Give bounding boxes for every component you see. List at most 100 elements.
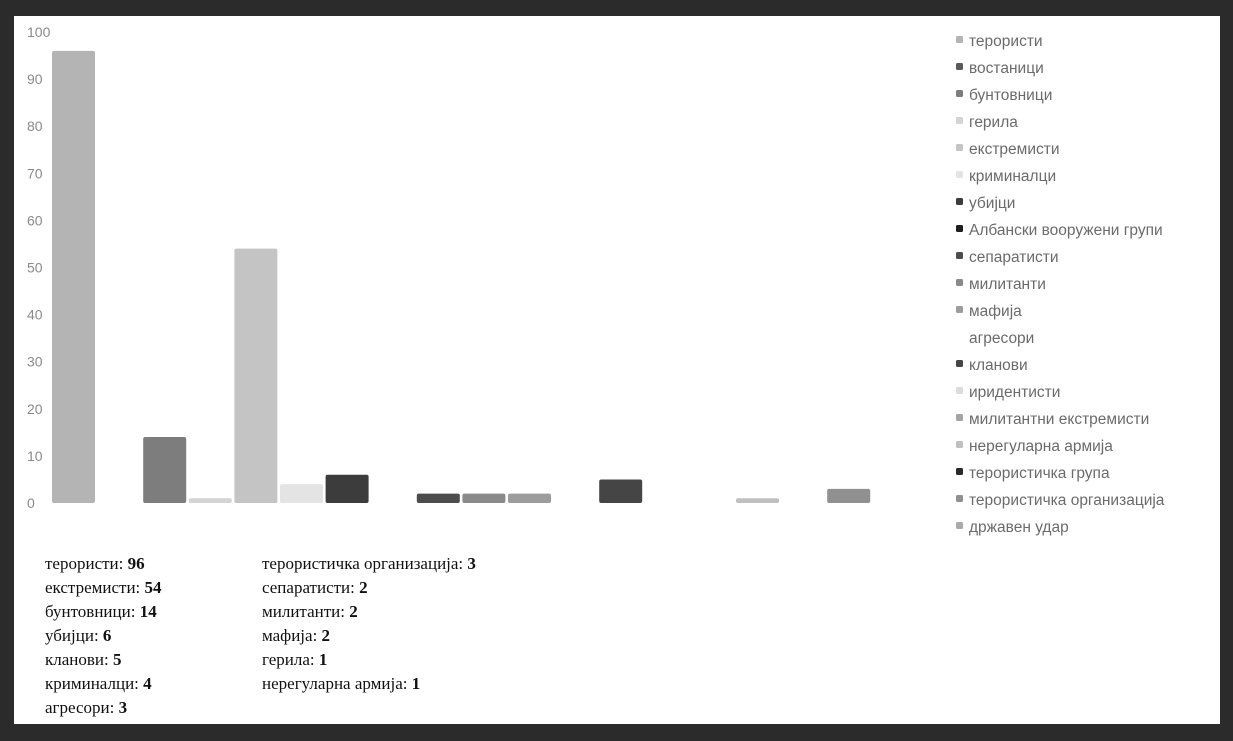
- summary-item: терористичка организација: 3: [262, 552, 476, 576]
- bar-13[interactable]: [599, 479, 643, 503]
- legend-item[interactable]: бунтовници: [956, 82, 1164, 109]
- summary-item: терористи: 96: [45, 552, 162, 576]
- legend-item[interactable]: востаници: [956, 55, 1164, 82]
- summary-value: 2: [359, 578, 368, 597]
- summary-value: 5: [112, 650, 122, 669]
- legend-label: сепаратисти: [969, 249, 1059, 266]
- legend-label: милитанти: [969, 276, 1046, 293]
- summary-value: 1: [411, 674, 421, 693]
- legend-swatch: [956, 90, 963, 98]
- summary-value: 3: [118, 698, 128, 717]
- y-tick-label: 40: [27, 307, 43, 323]
- legend-item[interactable]: сепаратисти: [956, 244, 1164, 271]
- y-tick-label: 60: [27, 212, 43, 228]
- legend-swatch: [956, 198, 963, 206]
- summary-value: 1: [318, 650, 328, 669]
- bar-6[interactable]: [280, 484, 323, 503]
- summary-label: мафија:: [262, 626, 318, 645]
- summary-label: сепаратисти:: [262, 578, 355, 597]
- summary-label: екстремисти:: [45, 578, 141, 597]
- legend-item[interactable]: екстремисти: [956, 136, 1164, 163]
- legend-label: востаници: [969, 60, 1044, 77]
- y-tick-label: 70: [27, 165, 43, 181]
- legend-swatch: [956, 225, 963, 233]
- legend-swatch: [956, 306, 963, 314]
- legend-swatch: [956, 117, 963, 125]
- legend-swatch: [956, 387, 963, 395]
- legend-item[interactable]: терористи: [956, 28, 1164, 55]
- summary-label: криминалци:: [45, 674, 139, 693]
- summary-value: 3: [467, 554, 476, 573]
- summary-label: кланови:: [45, 650, 109, 669]
- legend-item[interactable]: државен удар: [956, 514, 1164, 541]
- summary-right: терористичка организација: 3 сепаратисти:…: [262, 552, 476, 696]
- legend-item[interactable]: нерегуларна армија: [956, 433, 1164, 460]
- summary-label: герила:: [262, 650, 315, 669]
- summary-item: сепаратисти: 2: [262, 576, 476, 600]
- legend-item[interactable]: мафија: [956, 298, 1164, 325]
- y-tick-label: 10: [27, 448, 43, 464]
- legend-label: иридентисти: [969, 384, 1061, 401]
- bar-16[interactable]: [736, 498, 779, 503]
- legend-item[interactable]: милитантни екстремисти: [956, 406, 1164, 433]
- legend-label: криминалци: [969, 168, 1057, 185]
- bar-4[interactable]: [188, 498, 232, 503]
- bar-1[interactable]: [52, 50, 95, 504]
- legend-label: бунтовници: [969, 87, 1053, 104]
- summary-item: бунтовници: 14: [45, 600, 162, 624]
- bar-18[interactable]: [827, 488, 871, 503]
- legend-item[interactable]: кланови: [956, 352, 1164, 379]
- bar-5[interactable]: [234, 248, 278, 503]
- bar-3[interactable]: [143, 437, 187, 503]
- summary-left: терористи: 96 екстремисти: 5 4 бунтовници: …: [45, 552, 162, 720]
- legend-swatch: [956, 171, 963, 179]
- legend-label: милитантни екстремисти: [969, 411, 1150, 428]
- legend-label: кланови: [969, 357, 1028, 374]
- legend-item[interactable]: милитанти: [956, 271, 1164, 298]
- bar-9[interactable]: [416, 493, 460, 503]
- bar-11[interactable]: [508, 493, 551, 503]
- bar-7[interactable]: [325, 474, 369, 503]
- legend-swatch: [956, 36, 963, 44]
- y-tick-label: 30: [27, 354, 43, 370]
- y-axis: 0 10 20 30 40 50 60 70 80 90 100: [27, 24, 51, 511]
- legend-label: герила: [969, 114, 1018, 131]
- legend-label: нерегуларна армија: [969, 438, 1113, 455]
- legend-item[interactable]: терористичка група: [956, 460, 1164, 487]
- legend-label: мафија: [969, 303, 1022, 320]
- summary-value: 4: [143, 674, 152, 693]
- summary-label: агресори:: [45, 698, 115, 717]
- legend-swatch: [956, 63, 963, 71]
- legend-item[interactable]: терористичка организација: [956, 487, 1164, 514]
- summary-value: 2: [321, 626, 331, 645]
- summary-value: 6: [102, 626, 112, 645]
- legend-item[interactable]: агресори: [956, 325, 1164, 352]
- summary-item: агресори: 3: [45, 696, 162, 720]
- legend-item[interactable]: убијци: [956, 190, 1164, 217]
- summary-label: терористичка организација:: [262, 554, 464, 573]
- legend-label: агресори: [969, 330, 1035, 347]
- legend-label: екстремисти: [969, 141, 1060, 158]
- legend-swatch: [956, 441, 963, 449]
- legend-label: Албански вооружени групи: [969, 222, 1163, 239]
- legend-item[interactable]: иридентисти: [956, 379, 1164, 406]
- legend-label: убијци: [969, 195, 1016, 212]
- legend-label: државен удар: [969, 519, 1069, 536]
- bar-10[interactable]: [462, 493, 506, 503]
- summary-value: 2: [349, 602, 358, 621]
- legend-item[interactable]: криминалци: [956, 163, 1164, 190]
- bars: [52, 50, 871, 504]
- y-tick-label: 100: [27, 24, 51, 40]
- legend: терористи востаници бунтовници герила екстре…: [956, 28, 1164, 541]
- summary-item: убијци: 6: [45, 624, 162, 648]
- y-tick-label: 50: [27, 260, 43, 276]
- legend-label: терористи: [969, 33, 1043, 50]
- legend-label: терористичка група: [969, 465, 1110, 482]
- legend-swatch: [956, 468, 963, 476]
- legend-swatch: [956, 495, 963, 503]
- legend-item[interactable]: Албански вооружени групи: [956, 217, 1164, 244]
- legend-label: терористичка организација: [969, 492, 1165, 509]
- y-tick-label: 90: [27, 71, 43, 87]
- legend-item[interactable]: герила: [956, 109, 1164, 136]
- summary-value: 96: [127, 554, 145, 573]
